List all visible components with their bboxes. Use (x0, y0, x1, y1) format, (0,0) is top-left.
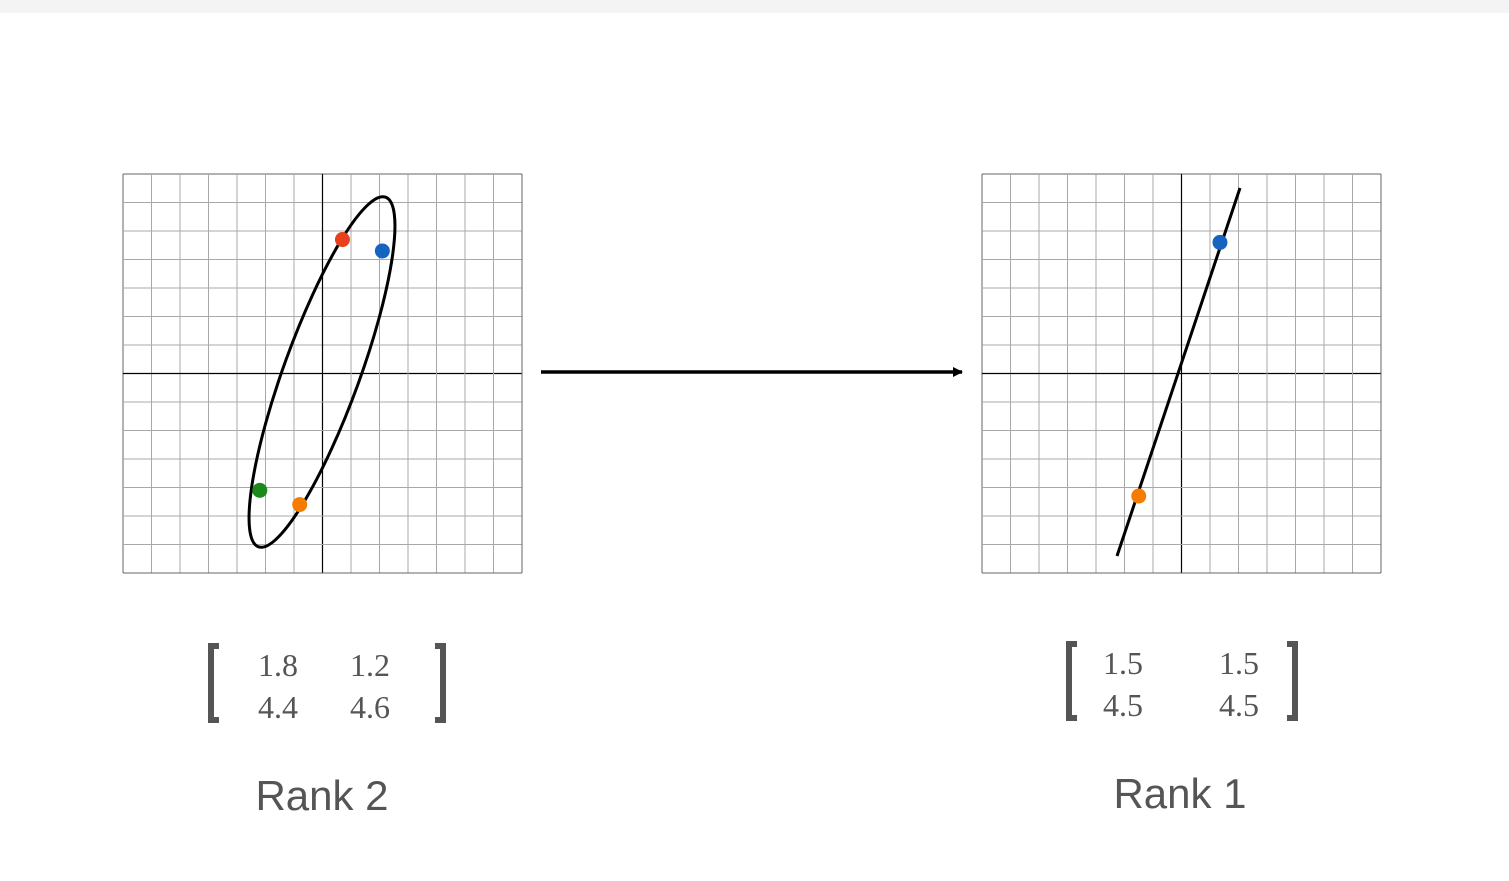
left-grid (122, 173, 523, 574)
right-bracket (435, 643, 446, 723)
matrix-cell: 1.5 (1103, 645, 1143, 681)
left-bracket (1066, 641, 1077, 721)
top-strip (0, 0, 1509, 13)
matrix-cell: 4.5 (1103, 687, 1143, 723)
blue-point (374, 243, 390, 259)
left-matrix: 1.8 1.2 4.4 4.6 (208, 643, 448, 733)
transformed-unit-circle (247, 195, 397, 549)
right-grid (981, 173, 1382, 574)
right-bracket (1287, 641, 1298, 721)
matrix-cell: 4.6 (350, 689, 390, 725)
right-plot (981, 173, 1382, 574)
green-point (252, 482, 268, 498)
blue-point (1212, 234, 1228, 250)
right-points (1131, 234, 1228, 504)
right-matrix: 1.5 1.5 4.5 4.5 (1066, 641, 1298, 731)
red-point (334, 232, 350, 248)
left-plot (122, 173, 523, 574)
right-rank-label: Rank 1 (1113, 770, 1247, 817)
matrix-cell: 1.8 (258, 647, 298, 683)
matrix-cell: 1.2 (350, 647, 390, 683)
left-rank-label: Rank 2 (255, 772, 389, 819)
orange-point (292, 497, 308, 513)
left-points (252, 232, 390, 513)
matrix-cell: 4.5 (1219, 687, 1259, 723)
left-bracket (208, 643, 219, 723)
matrix-cell: 1.5 (1219, 645, 1259, 681)
orange-point (1131, 488, 1147, 504)
matrix-cell: 4.4 (258, 689, 298, 725)
